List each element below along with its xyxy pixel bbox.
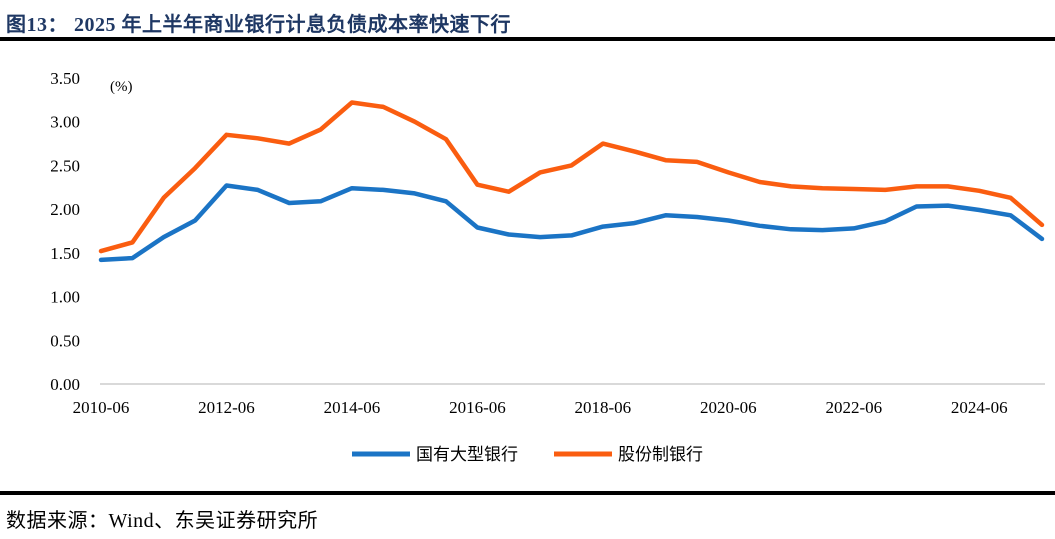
y-axis-tick-label: 1.50 bbox=[50, 244, 80, 263]
y-axis-tick-label: 0.50 bbox=[50, 331, 80, 350]
x-axis-tick-label: 2022-06 bbox=[825, 398, 882, 417]
figure-title: 图13： 2025 年上半年商业银行计息负债成本率快速下行 bbox=[0, 0, 1055, 37]
y-axis-tick-label: 0.00 bbox=[50, 375, 80, 394]
x-axis-tick-label: 2018-06 bbox=[575, 398, 632, 417]
data-source-note: 数据来源：Wind、东吴证券研究所 bbox=[6, 510, 319, 532]
x-axis-tick-label: 2024-06 bbox=[951, 398, 1008, 417]
footer-divider-line bbox=[0, 491, 1055, 495]
x-axis-tick-label: 2010-06 bbox=[73, 398, 130, 417]
figure-number-label: 图13： bbox=[6, 14, 68, 36]
x-axis-tick-label: 2012-06 bbox=[198, 398, 255, 417]
x-axis-tick-label: 2020-06 bbox=[700, 398, 757, 417]
y-axis-tick-label: 3.50 bbox=[50, 69, 80, 88]
legend-label-国有大型银行: 国有大型银行 bbox=[416, 445, 518, 464]
y-axis-tick-label: 2.00 bbox=[50, 200, 80, 219]
series-line-股份制银行 bbox=[98, 100, 1045, 254]
figure-title-text: 2025 年上半年商业银行计息负债成本率快速下行 bbox=[74, 14, 511, 36]
y-axis-tick-label: 2.50 bbox=[50, 156, 80, 175]
line-chart-canvas: 0.00 0.50 1.00 1.50 2.00 2.50 3.00 3.50 (%) 2010-… bbox=[50, 69, 1045, 464]
y-axis-unit-label: (%) bbox=[110, 79, 133, 95]
legend-label-股份制银行: 股份制银行 bbox=[618, 445, 703, 464]
line-chart: 0.00 0.50 1.00 1.50 2.00 2.50 3.00 3.50 (%) 2010-… bbox=[0, 41, 1055, 491]
title-divider-line bbox=[0, 37, 1055, 41]
y-axis-tick-label: 3.00 bbox=[50, 113, 80, 132]
series-line-国有大型银行 bbox=[98, 183, 1045, 263]
y-axis-tick-label: 1.00 bbox=[50, 288, 80, 307]
x-axis-tick-label: 2014-06 bbox=[324, 398, 381, 417]
x-axis-tick-label: 2016-06 bbox=[449, 398, 506, 417]
